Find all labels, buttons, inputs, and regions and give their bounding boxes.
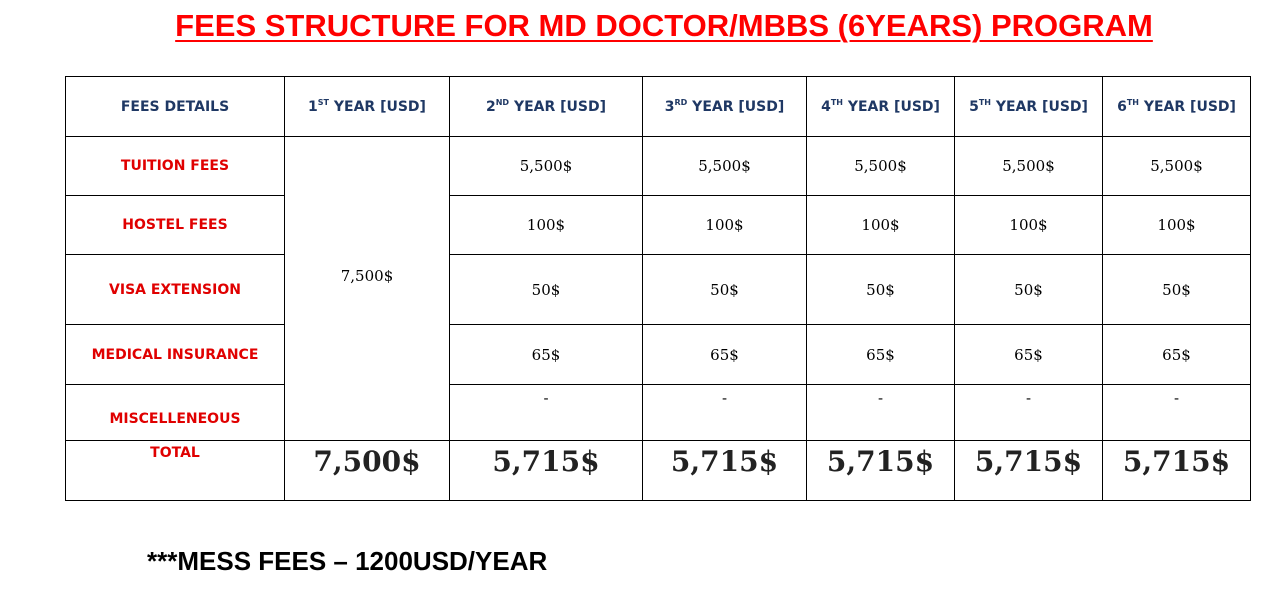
row-label-visa: VISA EXTENSION xyxy=(65,254,285,325)
page-title: FEES STRUCTURE FOR MD DOCTOR/MBBS (6YEAR… xyxy=(175,8,1153,43)
hostel-year-2: 100$ xyxy=(449,195,643,255)
visa-year-6: 50$ xyxy=(1102,254,1251,325)
misc-year-2: - xyxy=(449,384,643,441)
table-row: VISA EXTENSION 50$ 50$ 50$ 50$ 50$ xyxy=(65,254,1251,325)
mess-fees-note: ***MESS FEES – 1200USD/YEAR xyxy=(147,546,548,576)
fees-table: FEES DETAILS 1ST YEAR [USD] 2ND YEAR [US… xyxy=(65,76,1251,501)
hostel-year-5: 100$ xyxy=(954,195,1103,255)
header-year-5: 5TH YEAR [USD] xyxy=(954,76,1103,137)
table-row: HOSTEL FEES 100$ 100$ 100$ 100$ 100$ xyxy=(65,195,1251,255)
hostel-year-3: 100$ xyxy=(642,195,807,255)
misc-year-5: - xyxy=(954,384,1103,441)
total-year-5: 5,715$ xyxy=(954,440,1103,501)
row-label-hostel: HOSTEL FEES xyxy=(65,195,285,255)
table-row: MISCELLENEOUS - - - - - xyxy=(65,384,1251,441)
tuition-year-3: 5,500$ xyxy=(642,136,807,196)
total-year-6: 5,715$ xyxy=(1102,440,1251,501)
visa-year-4: 50$ xyxy=(806,254,955,325)
misc-year-3: - xyxy=(642,384,807,441)
medical-year-4: 65$ xyxy=(806,324,955,385)
medical-year-3: 65$ xyxy=(642,324,807,385)
header-fees-details: FEES DETAILS xyxy=(65,76,285,137)
row-label-medical: MEDICAL INSURANCE xyxy=(65,324,285,385)
table-row: TUITION FEES 7,500$ 5,500$ 5,500$ 5,500$… xyxy=(65,136,1251,441)
tuition-year-5: 5,500$ xyxy=(954,136,1103,196)
total-year-1: 7,500$ xyxy=(284,440,450,501)
first-year-combined-cell: 7,500$ xyxy=(284,136,450,441)
visa-year-5: 50$ xyxy=(954,254,1103,325)
header-year-2: 2ND YEAR [USD] xyxy=(449,76,643,137)
tuition-year-4: 5,500$ xyxy=(806,136,955,196)
row-label-tuition: TUITION FEES xyxy=(65,136,285,196)
medical-year-2: 65$ xyxy=(449,324,643,385)
misc-year-4: - xyxy=(806,384,955,441)
medical-year-6: 65$ xyxy=(1102,324,1251,385)
header-row: FEES DETAILS 1ST YEAR [USD] 2ND YEAR [US… xyxy=(65,76,1251,137)
table-row: MEDICAL INSURANCE 65$ 65$ 65$ 65$ 65$ xyxy=(65,324,1251,385)
header-year-1: 1ST YEAR [USD] xyxy=(284,76,450,137)
header-year-6: 6TH YEAR [USD] xyxy=(1102,76,1251,137)
row-label-misc: MISCELLENEOUS xyxy=(65,384,285,441)
tuition-year-6: 5,500$ xyxy=(1102,136,1251,196)
header-year-3: 3RD YEAR [USD] xyxy=(642,76,807,137)
tuition-year-2: 5,500$ xyxy=(449,136,643,196)
hostel-year-6: 100$ xyxy=(1102,195,1251,255)
total-year-2: 5,715$ xyxy=(449,440,643,501)
row-label-total: TOTAL xyxy=(65,440,285,501)
total-year-4: 5,715$ xyxy=(806,440,955,501)
total-row: TOTAL 7,500$ 5,715$ 5,715$ 5,715$ 5,715$… xyxy=(65,440,1251,501)
header-year-4: 4TH YEAR [USD] xyxy=(806,76,955,137)
visa-year-3: 50$ xyxy=(642,254,807,325)
medical-year-5: 65$ xyxy=(954,324,1103,385)
visa-year-2: 50$ xyxy=(449,254,643,325)
misc-year-6: - xyxy=(1102,384,1251,441)
hostel-year-4: 100$ xyxy=(806,195,955,255)
total-year-3: 5,715$ xyxy=(642,440,807,501)
